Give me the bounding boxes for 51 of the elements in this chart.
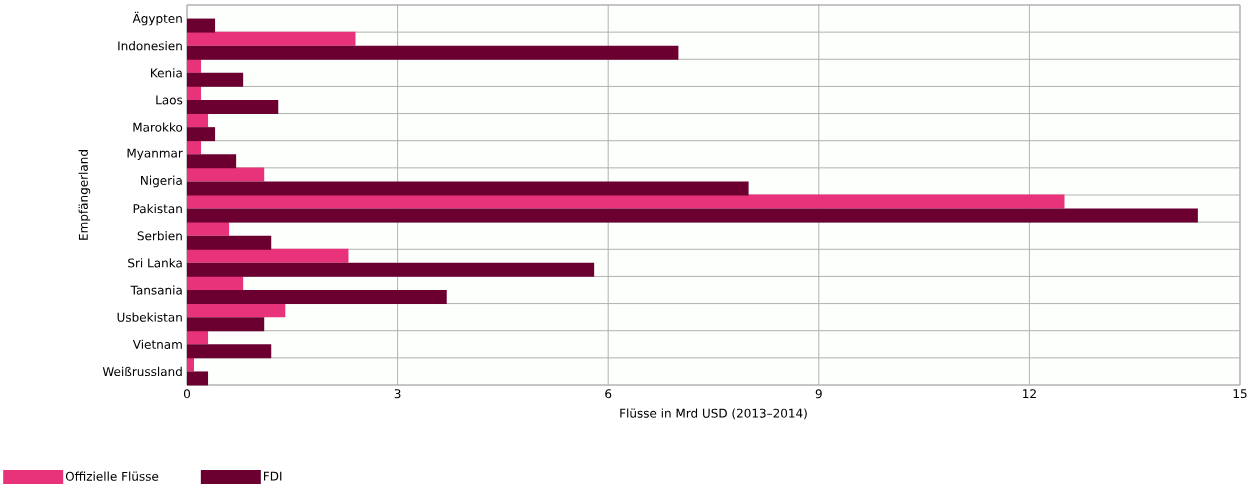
- x-tick-label: 0: [183, 389, 191, 399]
- y-tick-label: Pakistan: [133, 203, 182, 214]
- y-axis-title: Empfängerland: [78, 150, 91, 240]
- x-tick-label: 12: [1023, 389, 1036, 399]
- x-tick-label: 15: [1233, 389, 1247, 399]
- y-tick-label: Myanmar: [127, 148, 183, 160]
- x-tick-label: 9: [815, 389, 822, 399]
- bar: [187, 208, 1198, 223]
- y-tick-label: Serbien: [137, 231, 182, 241]
- y-tick-label: Laos: [156, 95, 183, 105]
- bar: [187, 127, 216, 142]
- y-tick-label: Sri Lanka: [128, 258, 182, 268]
- bar: [187, 72, 244, 87]
- bar: [187, 194, 1065, 209]
- bar: [187, 58, 202, 73]
- bar: [187, 100, 279, 114]
- bar: [187, 248, 349, 263]
- x-axis-title: Flüsse in Mrd USD (2013–2014): [620, 408, 807, 420]
- bar: [187, 235, 272, 250]
- bar: [187, 262, 595, 277]
- bar: [187, 140, 202, 155]
- bar: [187, 330, 209, 345]
- legend-label: FDI: [264, 471, 282, 481]
- bar: [187, 86, 202, 100]
- y-tick-label: Nigeria: [141, 175, 182, 188]
- bar: [187, 181, 749, 196]
- bar: [187, 290, 447, 304]
- bar: [187, 167, 265, 182]
- bar: [187, 303, 286, 318]
- bar: [187, 317, 265, 332]
- y-tick-label: Kenia: [151, 68, 182, 78]
- bar: [187, 371, 209, 386]
- y-tick-label: Vietnam: [132, 339, 182, 349]
- y-tick-label: Usbekistan: [117, 312, 182, 322]
- y-tick-label: Weißrussland: [102, 366, 182, 377]
- bar: [187, 221, 230, 236]
- bar: [187, 31, 356, 46]
- y-tick-label: Indonesien: [118, 41, 182, 51]
- bar: [187, 276, 244, 290]
- y-tick-label: Ägypten: [132, 11, 182, 26]
- y-tick-label: Tansania: [130, 285, 182, 295]
- y-tick-label: Marokko: [133, 122, 183, 132]
- bar: [187, 18, 216, 33]
- bar: [187, 113, 209, 128]
- bar: [187, 357, 195, 372]
- bar: [187, 344, 272, 359]
- bar: [187, 154, 237, 169]
- x-tick-label: 3: [394, 389, 401, 399]
- legend-label: Offizielle Flüsse: [65, 471, 159, 481]
- bar: [187, 45, 679, 60]
- x-tick-label: 6: [605, 389, 612, 399]
